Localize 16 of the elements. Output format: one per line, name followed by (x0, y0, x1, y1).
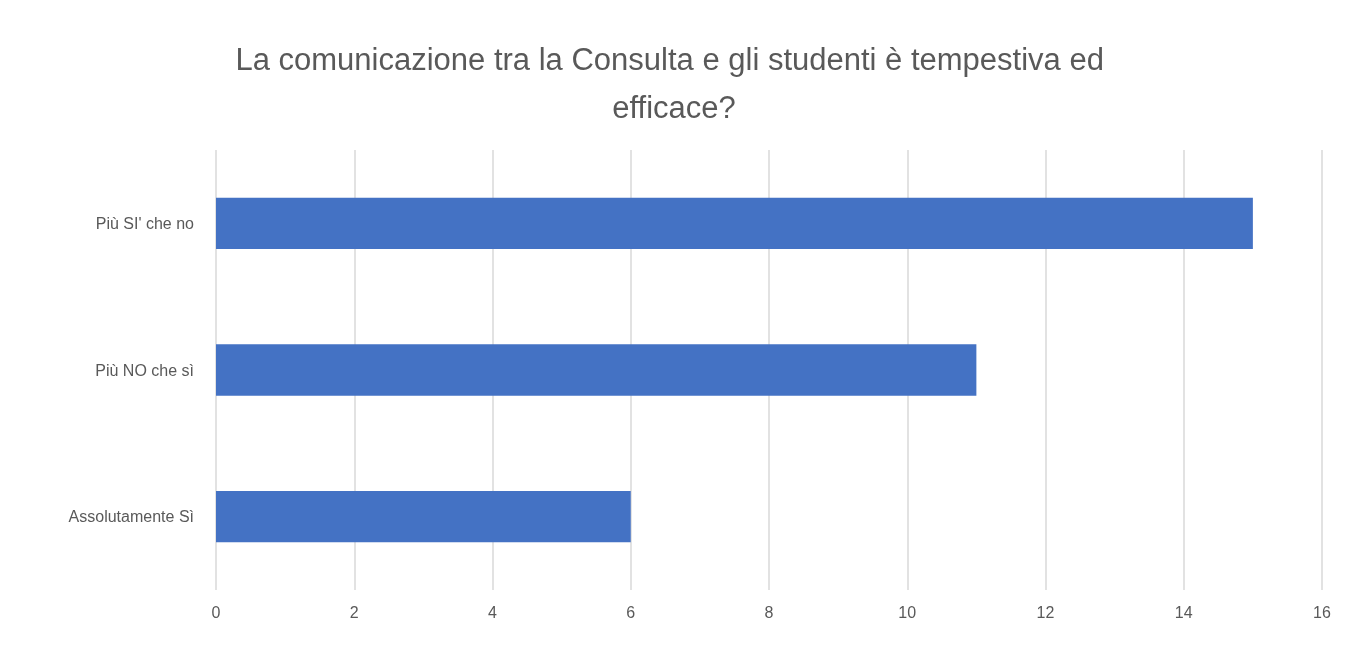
x-tick-label: 16 (1313, 603, 1331, 621)
bar (216, 344, 977, 396)
y-tick-label: Assolutamente Sì (68, 508, 194, 526)
x-tick-label: 0 (211, 603, 221, 621)
x-tick-label: 6 (626, 603, 636, 621)
x-tick-label: 12 (1036, 603, 1055, 621)
y-tick-label: Più NO che sì (95, 361, 194, 379)
y-tick-label: Più SI' che no (95, 214, 195, 232)
x-tick-label: 10 (898, 603, 917, 621)
x-tick-label: 4 (488, 603, 498, 621)
bar (216, 197, 1253, 249)
chart-title: La comunicazione tra la Consulta e gli studenti è tempestiva ed efficace? (235, 41, 1113, 125)
x-tick-label: 2 (349, 603, 359, 621)
x-tick-label: 8 (764, 603, 774, 621)
bar (216, 491, 631, 543)
x-tick-label: 14 (1174, 603, 1193, 621)
